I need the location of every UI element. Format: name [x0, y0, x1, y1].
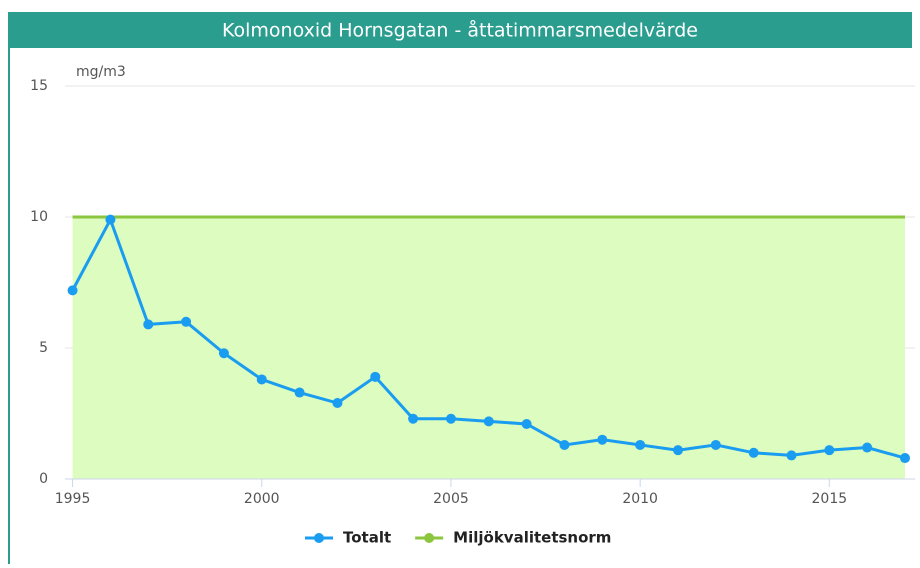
legend-label: Miljökvalitetsnorm [453, 529, 611, 547]
norm-area [72, 217, 905, 479]
data-point [635, 439, 646, 450]
header-bar [8, 12, 912, 48]
data-point [710, 439, 721, 450]
data-point [143, 319, 154, 330]
y-tick-label: 0 [39, 471, 48, 487]
data-point [370, 371, 381, 382]
y-tick-label: 15 [30, 78, 48, 94]
x-tick-label: 1995 [55, 491, 91, 507]
x-tick-label: 2010 [622, 491, 658, 507]
data-point [67, 285, 78, 296]
data-point [445, 413, 456, 424]
data-point [786, 450, 797, 461]
chart-title: Kolmonoxid Hornsgatan - åttatimmarsmedel… [222, 19, 698, 42]
data-point [748, 447, 759, 458]
y-tick-label: 10 [30, 209, 48, 225]
y-axis-label: mg/m3 [76, 64, 126, 80]
data-point [332, 398, 343, 409]
data-point [256, 374, 267, 385]
data-point [824, 445, 835, 456]
data-point [900, 453, 910, 464]
data-point [483, 416, 494, 427]
data-point [597, 434, 608, 445]
legend-marker [424, 533, 435, 543]
legend-marker [314, 533, 324, 543]
data-point [408, 413, 419, 424]
data-point [862, 442, 873, 453]
legend-label: Totalt [343, 529, 391, 547]
y-tick-label: 5 [39, 340, 48, 356]
data-point [218, 348, 229, 359]
x-tick-label: 2015 [812, 491, 848, 507]
data-point [294, 387, 305, 398]
x-tick-label: 2000 [244, 491, 280, 507]
data-point [559, 439, 570, 450]
data-point [521, 418, 532, 429]
x-tick-label: 2005 [433, 491, 469, 507]
data-point [672, 445, 683, 456]
data-point [105, 214, 116, 225]
data-point [181, 316, 192, 327]
